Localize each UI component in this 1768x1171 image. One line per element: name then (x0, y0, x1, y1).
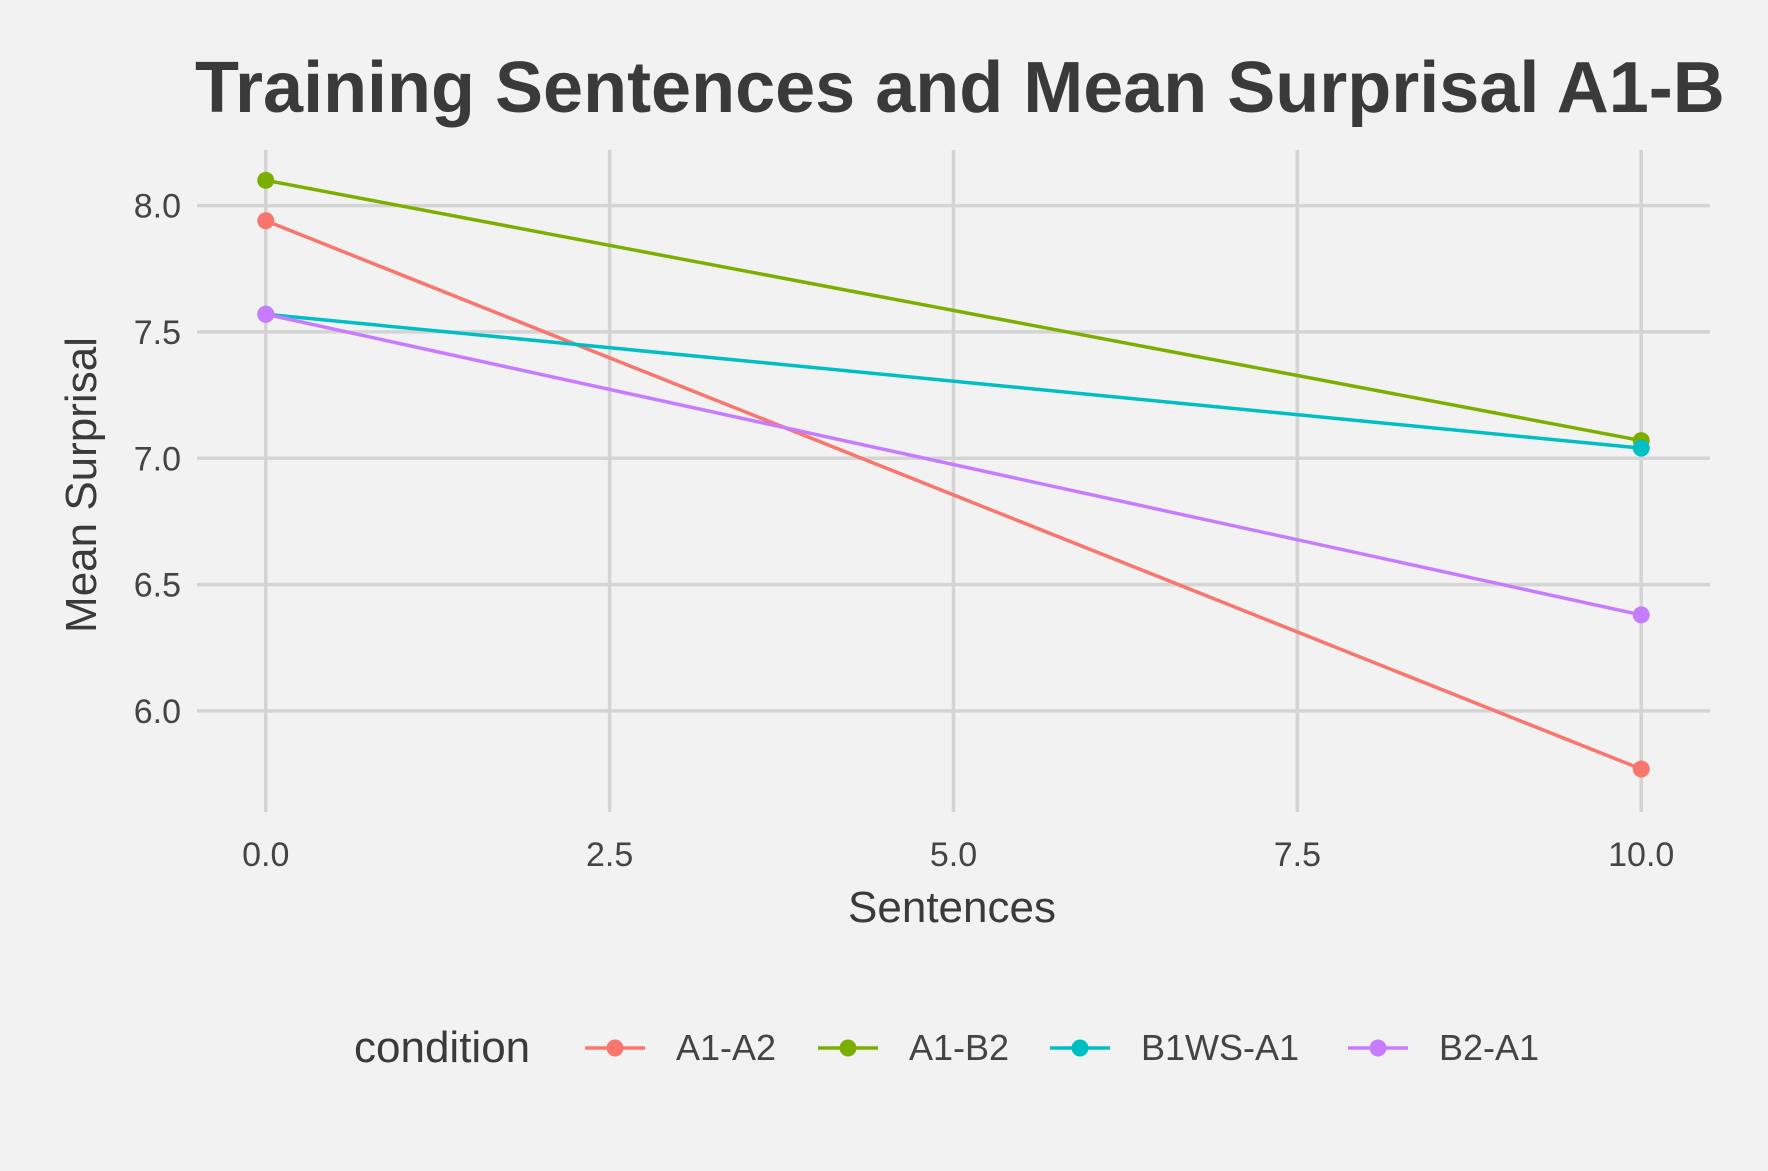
legend-item: A1-B2 (818, 1027, 1009, 1068)
legend-title: condition (354, 1023, 530, 1072)
x-tick-label: 10.0 (1608, 836, 1674, 874)
legend-item: A1-A2 (585, 1027, 776, 1068)
series-b2-a1 (257, 305, 1650, 624)
data-point (1632, 760, 1650, 778)
x-axis-tick-labels: 0.0 2.5 5.0 7.5 10.0 (242, 836, 1674, 874)
legend: condition A1-A2 A1-B2 B1WS-A1 B2-A1 (354, 1023, 1539, 1072)
legend-label: B2-A1 (1439, 1027, 1539, 1068)
legend-label: A1-A2 (676, 1027, 776, 1068)
chart-title: Training Sentences and Mean Surprisal A1… (195, 48, 1725, 128)
legend-key-point (606, 1039, 624, 1057)
y-tick-label: 8.0 (134, 188, 181, 226)
data-point (1632, 606, 1650, 624)
y-tick-label: 6.5 (134, 567, 181, 605)
x-tick-label: 0.0 (242, 836, 289, 874)
data-point (257, 171, 275, 189)
series-a1-a2 (257, 212, 1650, 778)
gridlines (197, 150, 1710, 812)
legend-label: B1WS-A1 (1141, 1027, 1299, 1068)
series-lines (257, 171, 1650, 778)
series-line (265, 219, 1642, 771)
x-tick-label: 5.0 (930, 836, 977, 874)
legend-label: A1-B2 (909, 1027, 1009, 1068)
data-point (257, 305, 275, 323)
y-tick-label: 7.0 (134, 440, 181, 478)
legend-key-point (1071, 1039, 1089, 1057)
legend-item: B1WS-A1 (1050, 1027, 1299, 1068)
legend-item: B2-A1 (1348, 1027, 1539, 1068)
x-tick-label: 2.5 (586, 836, 633, 874)
data-point (1632, 439, 1650, 457)
x-tick-label: 7.5 (1274, 836, 1321, 874)
data-point (257, 212, 275, 230)
series-line (265, 312, 1642, 450)
series-line (265, 178, 1642, 443)
y-tick-label: 7.5 (134, 314, 181, 352)
x-axis-title: Sentences (848, 883, 1056, 932)
series-line (265, 312, 1642, 617)
y-tick-label: 6.0 (134, 693, 181, 731)
y-axis-tick-labels: 6.0 6.5 7.0 7.5 8.0 (134, 188, 181, 731)
legend-key-point (1369, 1039, 1387, 1057)
legend-items: A1-A2 A1-B2 B1WS-A1 B2-A1 (585, 1027, 1539, 1068)
y-axis-title: Mean Surprisal (57, 337, 106, 633)
legend-key-point (839, 1039, 857, 1057)
